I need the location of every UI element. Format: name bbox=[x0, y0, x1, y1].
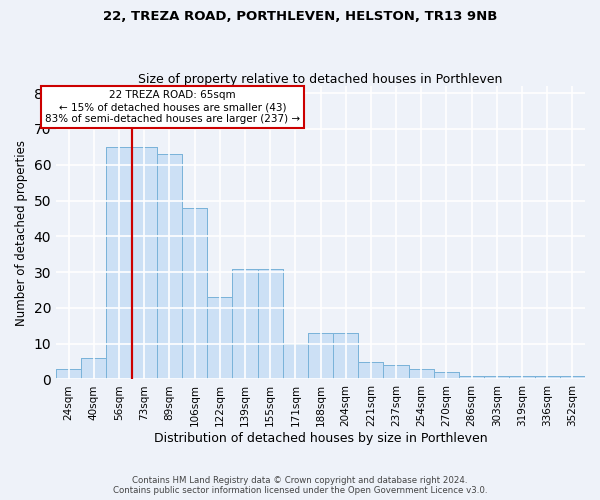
Bar bbox=[81, 358, 106, 380]
Bar bbox=[484, 376, 509, 380]
Bar bbox=[535, 376, 560, 380]
Bar bbox=[182, 208, 207, 380]
Bar bbox=[283, 344, 308, 380]
Bar bbox=[434, 372, 459, 380]
Bar bbox=[358, 362, 383, 380]
Bar bbox=[434, 372, 459, 380]
Bar bbox=[207, 297, 232, 380]
Bar bbox=[157, 154, 182, 380]
Bar bbox=[232, 268, 257, 380]
Y-axis label: Number of detached properties: Number of detached properties bbox=[15, 140, 28, 326]
Text: 22, TREZA ROAD, PORTHLEVEN, HELSTON, TR13 9NB: 22, TREZA ROAD, PORTHLEVEN, HELSTON, TR1… bbox=[103, 10, 497, 23]
Bar bbox=[157, 154, 182, 380]
Bar bbox=[333, 333, 358, 380]
Title: Size of property relative to detached houses in Porthleven: Size of property relative to detached ho… bbox=[139, 73, 503, 86]
Bar bbox=[358, 362, 383, 380]
Bar bbox=[257, 268, 283, 380]
Bar bbox=[535, 376, 560, 380]
Bar bbox=[182, 208, 207, 380]
Bar bbox=[308, 333, 333, 380]
X-axis label: Distribution of detached houses by size in Porthleven: Distribution of detached houses by size … bbox=[154, 432, 487, 445]
Bar bbox=[207, 297, 232, 380]
Bar bbox=[333, 333, 358, 380]
Bar bbox=[560, 376, 585, 380]
Bar bbox=[283, 344, 308, 380]
Bar bbox=[131, 147, 157, 380]
Bar bbox=[56, 368, 81, 380]
Text: Contains HM Land Registry data © Crown copyright and database right 2024.
Contai: Contains HM Land Registry data © Crown c… bbox=[113, 476, 487, 495]
Bar bbox=[383, 365, 409, 380]
Bar bbox=[232, 268, 257, 380]
Bar bbox=[459, 376, 484, 380]
Bar bbox=[383, 365, 409, 380]
Bar bbox=[509, 376, 535, 380]
Bar bbox=[131, 147, 157, 380]
Bar bbox=[484, 376, 509, 380]
Bar bbox=[409, 368, 434, 380]
Bar bbox=[308, 333, 333, 380]
Bar bbox=[560, 376, 585, 380]
Bar bbox=[409, 368, 434, 380]
Bar bbox=[459, 376, 484, 380]
Text: 22 TREZA ROAD: 65sqm
← 15% of detached houses are smaller (43)
83% of semi-detac: 22 TREZA ROAD: 65sqm ← 15% of detached h… bbox=[45, 90, 300, 124]
Bar bbox=[106, 147, 131, 380]
Bar bbox=[509, 376, 535, 380]
Bar bbox=[56, 368, 81, 380]
Bar bbox=[257, 268, 283, 380]
Bar bbox=[81, 358, 106, 380]
Bar bbox=[106, 147, 131, 380]
